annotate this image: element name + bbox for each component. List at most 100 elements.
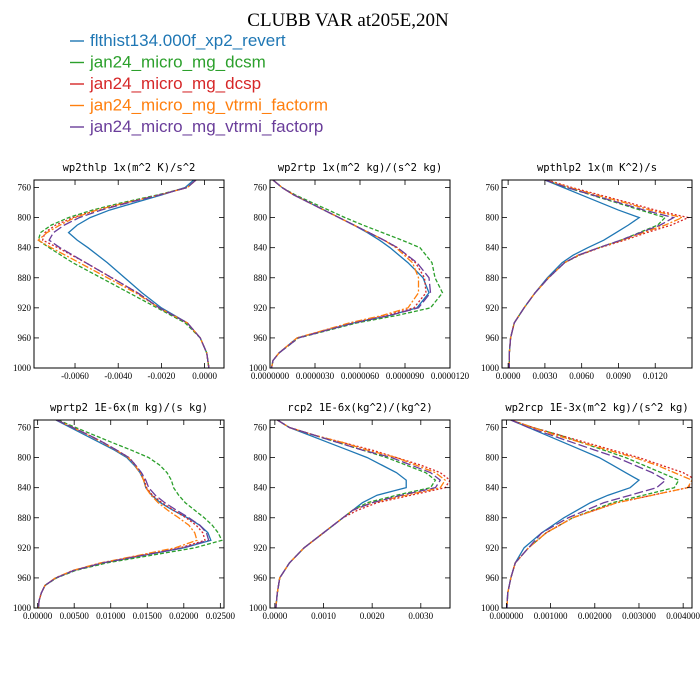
- y-tick-label: 1000: [13, 603, 32, 613]
- series-line: [508, 180, 667, 368]
- chart-panel: wprtp2 1E-6x(m kg)/(s kg) 760 800 840 880 920…: [13, 402, 235, 621]
- x-tick-label: 0.004000: [666, 611, 700, 621]
- x-tick-label: 0.0000: [192, 371, 217, 381]
- legend-label: jan24_micro_mg_dcsp: [89, 74, 261, 93]
- chart-panel: wp2rtp 1x(m^2 kg)/(s^2 kg) 760 800 840 880 92…: [249, 162, 470, 381]
- x-tick-label: 0.02500: [206, 611, 236, 621]
- y-tick-label: 800: [254, 213, 268, 223]
- series-line: [275, 420, 450, 608]
- x-tick-label: 0.0010: [311, 611, 336, 621]
- y-tick-label: 960: [18, 333, 32, 343]
- y-tick-label: 880: [486, 273, 500, 283]
- panel-title: wpthlp2 1x(m K^2)/s: [537, 162, 657, 174]
- y-tick-label: 840: [254, 243, 268, 253]
- y-tick-label: 760: [254, 183, 268, 193]
- x-tick-label: 0.00000: [23, 611, 53, 621]
- x-tick-label: 0.01500: [133, 611, 163, 621]
- y-tick-label: 760: [18, 183, 32, 193]
- series-line: [41, 180, 210, 368]
- chart-panel: rcp2 1E-6x(kg^2)/(kg^2) 760 800 840 880 920 96…: [249, 402, 451, 621]
- x-tick-label: -0.0060: [61, 371, 89, 381]
- x-tick-label: 0.0000120: [431, 371, 470, 381]
- x-tick-label: 0.0020: [360, 611, 385, 621]
- y-tick-label: 1000: [481, 603, 500, 613]
- y-tick-label: 800: [18, 213, 32, 223]
- y-tick-label: 840: [486, 243, 500, 253]
- series-line: [506, 420, 641, 608]
- x-tick-label: 0.0000090: [386, 371, 425, 381]
- y-tick-label: 920: [18, 543, 32, 553]
- plot-frame: [33, 419, 225, 609]
- x-tick-label: 0.0000000: [251, 371, 290, 381]
- y-tick-label: 920: [254, 543, 268, 553]
- y-tick-label: 960: [254, 333, 268, 343]
- x-tick-label: 0.003000: [622, 611, 656, 621]
- y-tick-label: 960: [254, 573, 268, 583]
- y-tick-label: 800: [486, 213, 500, 223]
- panels: wp2thlp 1x(m^2 K)/s^2 760 800 840 880 920 960 1…: [13, 162, 700, 621]
- series-line: [37, 420, 210, 608]
- y-tick-label: 1000: [249, 363, 268, 373]
- x-tick-label: 0.02000: [169, 611, 199, 621]
- x-tick-label: 0.0120: [643, 371, 668, 381]
- y-tick-label: 920: [18, 303, 32, 313]
- y-tick-label: 840: [18, 243, 32, 253]
- x-tick-label: 0.0000: [496, 371, 521, 381]
- chart-panel: wpthlp2 1x(m K^2)/s 760 800 840 880 920 960 100…: [481, 162, 693, 381]
- y-tick-label: 920: [486, 303, 500, 313]
- y-tick-label: 880: [254, 513, 268, 523]
- y-tick-label: 840: [486, 483, 500, 493]
- x-tick-label: 0.0000060: [341, 371, 380, 381]
- series-line: [37, 420, 212, 608]
- y-tick-label: 920: [486, 543, 500, 553]
- plot-frame: [269, 179, 451, 369]
- y-tick-label: 880: [18, 273, 32, 283]
- legend: flthist134.000f_xp2_revert jan24_micro_mg…: [70, 31, 328, 136]
- legend-label: jan24_micro_mg_vtrmi_factorp: [89, 117, 323, 136]
- legend-label: flthist134.000f_xp2_revert: [90, 31, 286, 50]
- panel-title: wp2rtp 1x(m^2 kg)/(s^2 kg): [278, 162, 442, 174]
- series-line: [270, 180, 420, 368]
- y-tick-label: 880: [486, 513, 500, 523]
- series-line: [275, 420, 447, 608]
- panel-title: rcp2 1E-6x(kg^2)/(kg^2): [287, 402, 432, 414]
- y-tick-label: 880: [18, 513, 32, 523]
- y-tick-label: 960: [486, 573, 500, 583]
- y-tick-label: 800: [486, 453, 500, 463]
- x-tick-label: 0.01000: [96, 611, 126, 621]
- y-tick-label: 1000: [481, 363, 500, 373]
- y-tick-label: 760: [254, 423, 268, 433]
- series-line: [508, 180, 691, 368]
- y-tick-label: 760: [486, 183, 500, 193]
- series-line: [275, 420, 437, 608]
- plot-frame: [501, 419, 693, 609]
- series-line: [37, 420, 198, 608]
- y-tick-label: 880: [254, 273, 268, 283]
- chart-panel: wp2rcp 1E-3x(m^2 kg)/(s^2 kg) 760 800 840 88…: [481, 402, 700, 621]
- x-tick-label: 0.00500: [60, 611, 90, 621]
- y-tick-label: 840: [254, 483, 268, 493]
- series-line: [37, 180, 210, 368]
- panel-title: wp2thlp 1x(m^2 K)/s^2: [63, 162, 196, 174]
- x-tick-label: 0.002000: [578, 611, 612, 621]
- series-line: [48, 180, 210, 368]
- series-line: [506, 420, 680, 608]
- plot-frame: [269, 419, 451, 609]
- x-tick-label: 0.0060: [569, 371, 594, 381]
- series-line: [275, 420, 442, 608]
- y-tick-label: 800: [18, 453, 32, 463]
- x-tick-label: 0.0030: [408, 611, 433, 621]
- x-tick-label: 0.0000030: [296, 371, 335, 381]
- x-tick-label: 0.0090: [606, 371, 631, 381]
- x-tick-label: 0.0030: [533, 371, 558, 381]
- series-line: [508, 180, 685, 368]
- x-tick-label: 0.001000: [534, 611, 568, 621]
- series-line: [506, 420, 667, 608]
- y-tick-label: 1000: [249, 603, 268, 613]
- y-tick-label: 960: [486, 333, 500, 343]
- series-line: [506, 420, 692, 608]
- x-tick-label: 0.000000: [490, 611, 524, 621]
- panel-title: wp2rcp 1E-3x(m^2 kg)/(s^2 kg): [505, 402, 688, 414]
- figure-title: CLUBB VAR at205E,20N: [247, 10, 449, 31]
- series-line: [37, 420, 223, 608]
